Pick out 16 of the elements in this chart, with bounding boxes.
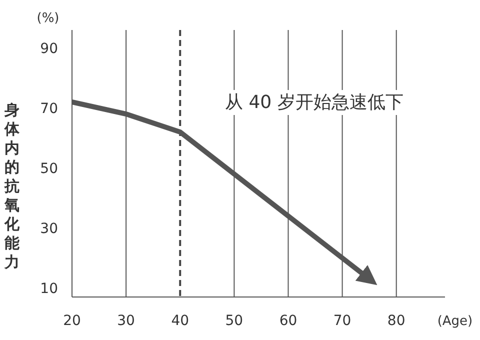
annotation: 从 40 岁开始急速低下: [225, 92, 404, 113]
x-tick-label: 60: [279, 313, 298, 329]
x-axis-title: (Age): [437, 314, 473, 329]
x-tick-label: 50: [225, 313, 244, 329]
x-tick-label: 70: [333, 313, 352, 329]
x-tick-label: 20: [63, 313, 81, 329]
y-tick-label: 30: [40, 221, 58, 237]
x-tick-label: 40: [171, 313, 190, 329]
y-tick-label: 10: [40, 281, 58, 297]
y-tick-label: 70: [40, 101, 58, 117]
y-tick-label: 50: [40, 161, 58, 177]
text: 身体内的抗氧化能力: [4, 101, 20, 271]
text: (%): [36, 11, 60, 26]
x-tick-label: 30: [117, 313, 135, 329]
x-tick-label: 80: [387, 313, 406, 329]
y-tick-label: 90: [40, 41, 58, 57]
